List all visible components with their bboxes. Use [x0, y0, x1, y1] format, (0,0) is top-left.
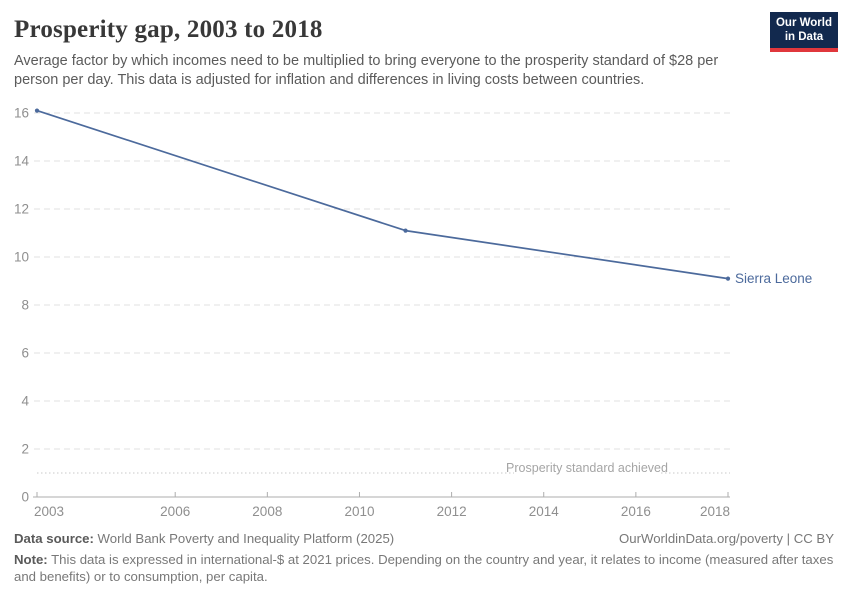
- x-tick-label: 2016: [621, 504, 651, 519]
- y-tick-label: 14: [14, 154, 30, 169]
- owid-logo-line2: in Data: [784, 31, 824, 44]
- x-tick-label: 2010: [344, 504, 374, 519]
- chart-subtitle: Average factor by which incomes need to …: [14, 53, 719, 89]
- note-label: Note:: [14, 552, 48, 567]
- note-text: Note: This data is expressed in internat…: [14, 551, 834, 586]
- x-tick-label: 2003: [34, 504, 64, 519]
- chart-footer: Data source: World Bank Poverty and Ineq…: [14, 531, 834, 586]
- x-tick-label: 2012: [437, 504, 467, 519]
- series-line-sierra-leone: [36, 109, 729, 280]
- y-tick-label: 10: [14, 250, 29, 265]
- y-tick-label: 4: [21, 394, 29, 409]
- series-point: [34, 108, 40, 113]
- x-tick-label: 2006: [160, 504, 190, 519]
- y-tick-label: 16: [14, 106, 29, 121]
- x-tick-label: 2008: [252, 504, 282, 519]
- note-value: This data is expressed in international-…: [14, 552, 834, 585]
- standard-label-bg: [514, 461, 660, 476]
- page-title: Prosperity gap, 2003 to 2018: [14, 16, 323, 43]
- data-source-label: Data source:: [14, 531, 94, 546]
- data-source-text: Data source: World Bank Poverty and Ineq…: [14, 531, 394, 546]
- standard-label: Prosperity standard achieved: [506, 461, 668, 475]
- x-tick-label: 2018: [700, 504, 730, 519]
- y-tick-label: 0: [21, 490, 29, 505]
- series-point: [725, 276, 731, 281]
- y-tick-label: 12: [14, 202, 29, 217]
- owid-logo-line1: Our World: [775, 17, 832, 29]
- y-tick-label: 6: [21, 346, 29, 361]
- series-label[interactable]: Sierra Leone: [735, 271, 812, 286]
- series-point: [403, 228, 408, 233]
- owid-logo: Our World in Data: [770, 12, 838, 52]
- x-tick-label: 2014: [529, 504, 560, 519]
- data-source-value: World Bank Poverty and Inequality Platfo…: [93, 531, 395, 546]
- y-tick-label: 2: [21, 442, 29, 457]
- y-tick-label: 8: [21, 298, 29, 313]
- owid-link[interactable]: OurWorldinData.org/poverty | CC BY: [619, 531, 834, 546]
